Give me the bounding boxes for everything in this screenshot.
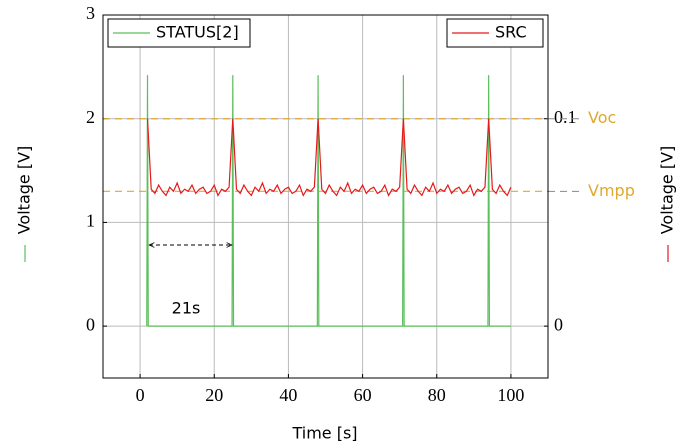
x-tick-label: 20: [205, 385, 223, 405]
y-tick-label: 3: [86, 3, 95, 23]
annotation: 21s: [172, 299, 201, 318]
series-line: [146, 118, 512, 197]
legend-label: STATUS[2]: [156, 23, 239, 42]
x-tick-label: 80: [428, 385, 446, 405]
x-tick-label: 100: [497, 385, 524, 405]
x-tick-label: 40: [279, 385, 297, 405]
plot-frame: [102, 14, 549, 379]
x-tick-label: 60: [354, 385, 372, 405]
y-tick-label: 1: [86, 211, 95, 231]
y-axis-label-group: Voltage [V]: [15, 146, 34, 262]
y2-axis-label-group: Voltage [V]: [658, 146, 677, 262]
y-tick-label: 2: [86, 107, 95, 127]
y2-axis-label: Voltage [V]: [658, 146, 677, 235]
legend-label: SRC: [495, 23, 527, 42]
x-tick-label: 0: [136, 385, 145, 405]
y2-tick-label: 0: [554, 314, 563, 334]
x-axis-label: Time [s]: [291, 424, 357, 443]
y-tick-label: 0: [86, 314, 95, 334]
reference-label: Vmpp: [588, 181, 635, 200]
y-axis-label: Voltage [V]: [15, 146, 34, 235]
series-line: [146, 75, 511, 327]
reference-label: Voc: [588, 108, 616, 127]
y2-tick-label: 0.1: [554, 107, 577, 127]
